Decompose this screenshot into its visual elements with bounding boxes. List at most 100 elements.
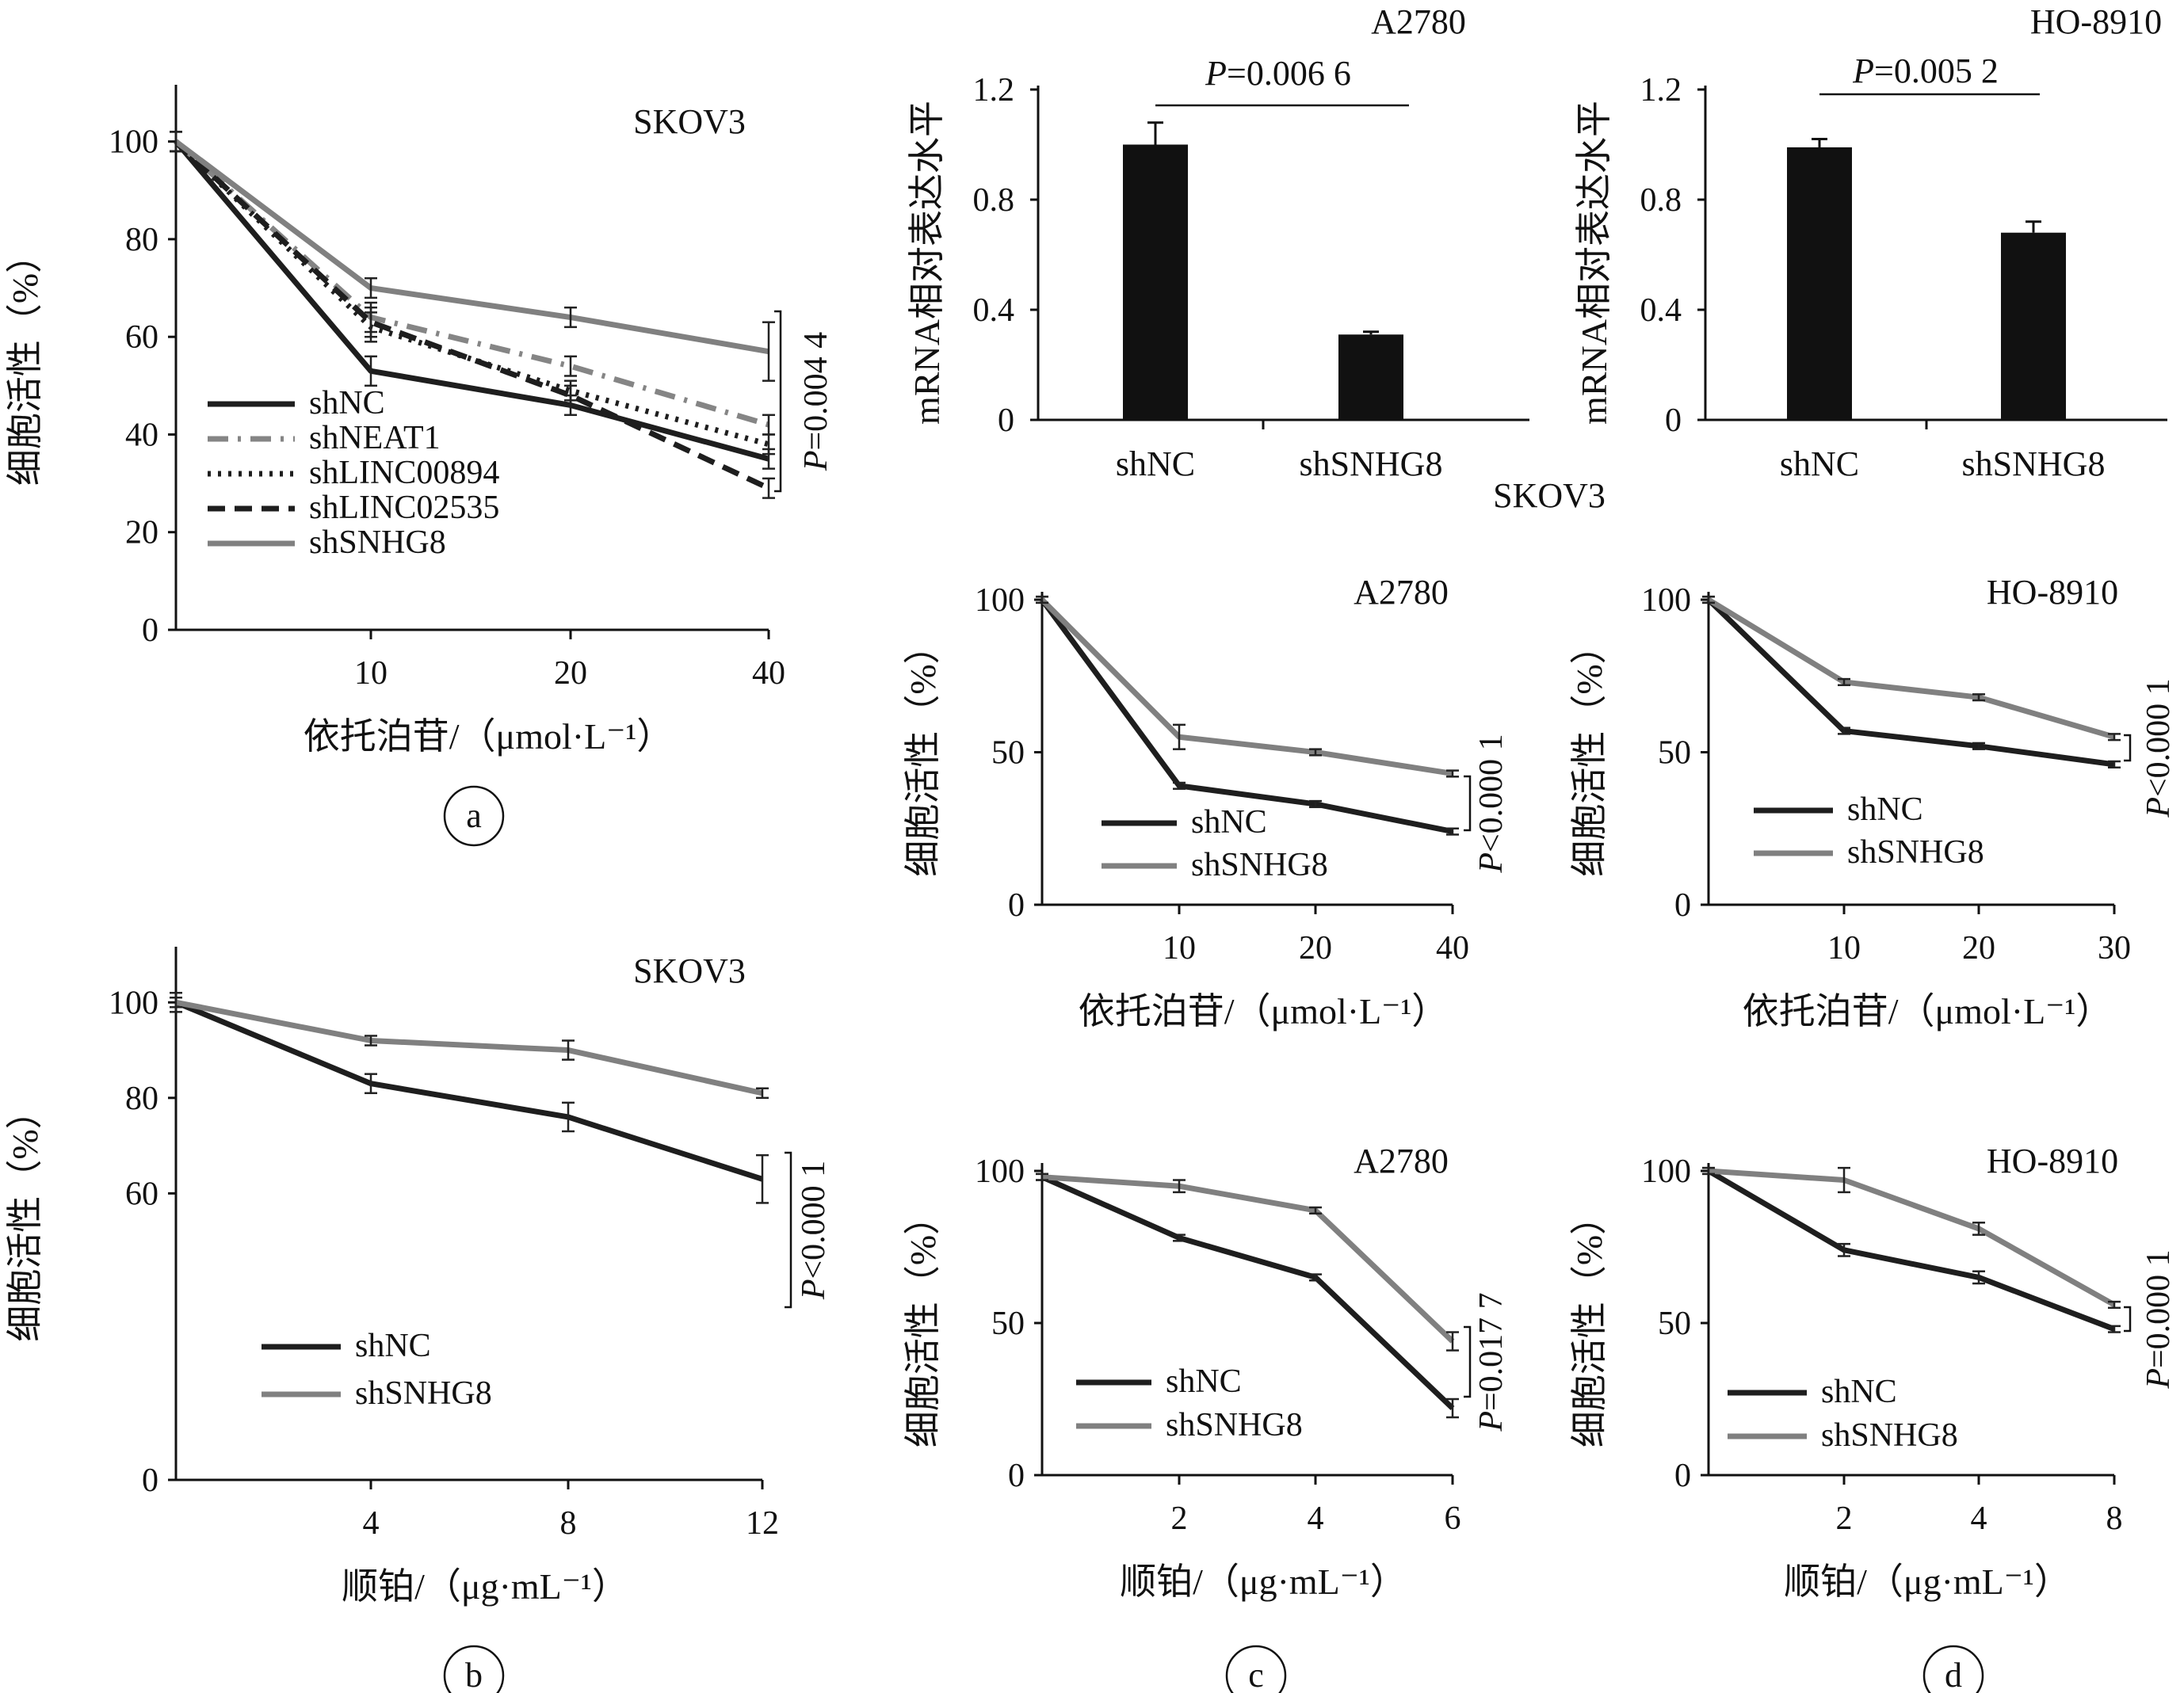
y-axis-label: mRNA相对表达水平 bbox=[907, 101, 947, 425]
legend-label-shLINC00894: shLINC00894 bbox=[309, 455, 499, 491]
x-tick-label: 2 bbox=[1171, 1500, 1188, 1537]
p-value-p: P bbox=[1473, 1411, 1510, 1432]
x-axis-label: 顺铂/（μg·mL⁻¹） bbox=[342, 1566, 628, 1607]
p-value-label: P=0.000 1 bbox=[2140, 1249, 2177, 1389]
chart-title: A2780 bbox=[1354, 573, 1449, 612]
y-tick-label: 0 bbox=[1008, 1458, 1025, 1494]
y-axis-label: 细胞活性（%） bbox=[1569, 1199, 1609, 1447]
y-axis-label: mRNA相对表达水平 bbox=[1574, 101, 1614, 425]
y-tick-label: 100 bbox=[109, 124, 158, 161]
series-line-shSNHG8 bbox=[1040, 597, 1453, 776]
x-category-label: shNC bbox=[1780, 444, 1859, 483]
y-tick-label: 0 bbox=[142, 1462, 158, 1499]
legend-label-shNC: shNC bbox=[1821, 1374, 1897, 1410]
panel-letter-c: c bbox=[1248, 1656, 1264, 1693]
p-value-p: P bbox=[1852, 51, 1874, 90]
p-value-rest: =0.017 7 bbox=[1473, 1292, 1510, 1411]
p-value-label: P<0.000 1 bbox=[2140, 678, 2177, 818]
chart-title: HO-8910 bbox=[1987, 1142, 2118, 1180]
y-tick-label: 20 bbox=[125, 515, 158, 551]
x-tick-label: 8 bbox=[560, 1505, 577, 1542]
chart-c-cis: 0 50 100 2 4 6 顺铂/（μg·mL⁻¹） 细胞活性（%） A2780 shNC shS… bbox=[903, 1142, 1510, 1602]
legend-label-shNC: shNC bbox=[309, 385, 385, 421]
y-tick-label: 0 bbox=[1674, 887, 1691, 924]
bar-shNC bbox=[1123, 144, 1188, 420]
x-tick-label: 6 bbox=[1445, 1500, 1461, 1537]
legend-label-shNC: shNC bbox=[1191, 804, 1267, 841]
legend-label-shNC: shNC bbox=[1166, 1363, 1242, 1400]
chart-a: 0 20 40 60 80 100 10 20 40 依托泊苷/（μmol·L⁻¹） 细胞活性（%）… bbox=[5, 85, 834, 757]
x-tick-label: 10 bbox=[1163, 930, 1196, 967]
legend-label-shSNHG8: shSNHG8 bbox=[1191, 847, 1328, 883]
y-tick-label: 100 bbox=[109, 985, 158, 1021]
x-axis-label: 顺铂/（μg·mL⁻¹） bbox=[1120, 1561, 1407, 1602]
significance-bracket bbox=[2124, 1306, 2132, 1333]
x-tick-label: 20 bbox=[1299, 930, 1332, 967]
p-value-rest: =0.005 2 bbox=[1874, 51, 1999, 90]
legend-label-shLINC02535: shLINC02535 bbox=[309, 490, 499, 526]
significance-bracket bbox=[1464, 1325, 1472, 1398]
series-line-shNC bbox=[174, 139, 769, 462]
y-tick-label: 0 bbox=[1665, 402, 1682, 439]
p-value-label: P<0.000 1 bbox=[796, 1161, 832, 1300]
panel-letter-b: b bbox=[465, 1656, 483, 1693]
x-tick-label: 2 bbox=[1836, 1500, 1853, 1537]
series-line-shNC bbox=[1707, 1168, 2116, 1332]
p-value-rest: =0.000 1 bbox=[2140, 1249, 2177, 1368]
x-tick-label: 40 bbox=[752, 655, 785, 692]
y-tick-label: 50 bbox=[991, 1306, 1025, 1342]
x-tick-label: 4 bbox=[1308, 1500, 1324, 1537]
significance-bracket bbox=[774, 310, 782, 493]
y-tick-label: 100 bbox=[1641, 1153, 1691, 1190]
panel-letter-circle bbox=[1922, 1645, 1984, 1693]
p-value-rest: <0.000 1 bbox=[1473, 734, 1510, 852]
significance-bracket bbox=[1464, 775, 1472, 832]
x-axis-label: 依托泊苷/（μmol·L⁻¹） bbox=[1743, 991, 2113, 1031]
series-line-shSNHG8 bbox=[175, 999, 763, 1096]
y-axis-label: 细胞活性（%） bbox=[5, 1092, 45, 1341]
y-tick-label: 0 bbox=[142, 612, 158, 649]
x-tick-label: 10 bbox=[354, 655, 388, 692]
p-value-rest: <0.000 1 bbox=[2140, 678, 2177, 797]
x-axis-label: 依托泊苷/（μmol·L⁻¹） bbox=[304, 716, 674, 757]
panel-letter-d: d bbox=[1945, 1656, 1962, 1693]
p-value-p: P bbox=[2140, 1368, 2177, 1390]
x-tick-label: 20 bbox=[1962, 930, 1995, 967]
y-tick-label: 0.4 bbox=[973, 292, 1015, 329]
chart-d-cis: 0 50 100 2 4 8 顺铂/（μg·mL⁻¹） 细胞活性（%） HO-8910 shNC s… bbox=[1569, 1142, 2177, 1602]
p-value-label: P=0.006 6 bbox=[1205, 54, 1351, 93]
y-tick-label: 1.2 bbox=[973, 72, 1015, 109]
legend-label-shNEAT1: shNEAT1 bbox=[309, 420, 441, 456]
y-tick-label: 0.4 bbox=[1640, 292, 1682, 329]
series-line-shNEAT1 bbox=[174, 139, 769, 428]
y-tick-label: 100 bbox=[975, 582, 1025, 619]
p-value-p: P bbox=[1473, 852, 1510, 874]
p-value-label: P=0.004 4 bbox=[798, 332, 834, 471]
y-axis-label: 细胞活性（%） bbox=[903, 1199, 943, 1447]
y-tick-label: 80 bbox=[125, 222, 158, 258]
p-value-rest: =0.004 4 bbox=[798, 332, 834, 451]
series-line-shSNHG8 bbox=[1708, 1168, 2116, 1308]
p-value-p: P bbox=[2140, 797, 2177, 818]
series-line-shSNHG8 bbox=[1707, 597, 2115, 740]
legend-label-shNC: shNC bbox=[1847, 791, 1923, 828]
x-category-label: shSNHG8 bbox=[1962, 444, 2106, 483]
bar-shSNHG8 bbox=[2001, 232, 2066, 420]
y-tick-label: 80 bbox=[125, 1081, 158, 1117]
panel-letter-circle bbox=[1225, 1645, 1287, 1693]
chart-title: SKOV3 bbox=[633, 102, 746, 141]
legend-label-shSNHG8: shSNHG8 bbox=[309, 524, 446, 561]
legend-label-shSNHG8: shSNHG8 bbox=[1166, 1407, 1303, 1443]
p-value-rest: <0.000 1 bbox=[796, 1161, 832, 1279]
y-tick-label: 0.8 bbox=[973, 182, 1015, 219]
p-value-rest: =0.006 6 bbox=[1227, 54, 1351, 93]
y-tick-label: 100 bbox=[1641, 582, 1691, 619]
y-tick-label: 0.8 bbox=[1640, 182, 1682, 219]
x-category-label: shNC bbox=[1116, 444, 1195, 483]
chart-title: HO-8910 bbox=[2030, 2, 2162, 41]
bar-shNC bbox=[1787, 147, 1852, 420]
chart-title: A2780 bbox=[1354, 1142, 1449, 1180]
series-line-shNC bbox=[1040, 1174, 1455, 1411]
p-value-label: P<0.000 1 bbox=[1473, 734, 1510, 873]
